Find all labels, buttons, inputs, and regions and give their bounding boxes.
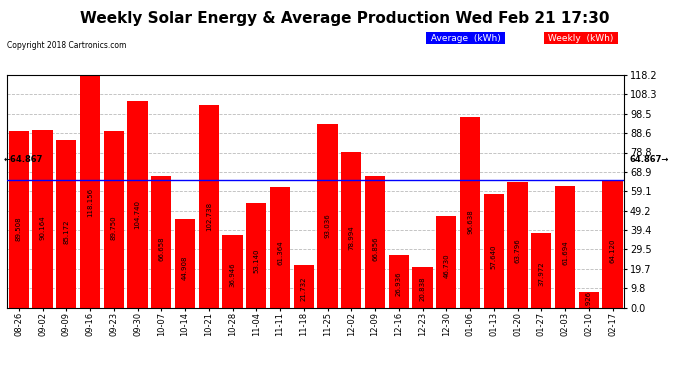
Text: 89.508: 89.508 [16, 216, 22, 241]
Text: 96.638: 96.638 [467, 210, 473, 234]
Bar [413, 267, 433, 308]
Text: 104.740: 104.740 [135, 200, 141, 229]
Bar [317, 124, 337, 308]
Bar [199, 105, 219, 308]
Text: Weekly  (kWh): Weekly (kWh) [545, 34, 616, 43]
Bar [151, 176, 171, 308]
Text: 64.120: 64.120 [609, 238, 615, 263]
Text: ←64.867: ←64.867 [3, 155, 43, 164]
Bar [365, 176, 385, 308]
Bar [531, 233, 551, 308]
Text: 64.867→: 64.867→ [629, 155, 669, 164]
Text: 85.172: 85.172 [63, 220, 69, 245]
Text: 66.856: 66.856 [372, 236, 378, 261]
Text: 37.972: 37.972 [538, 262, 544, 286]
Bar [270, 187, 290, 308]
Text: 20.838: 20.838 [420, 277, 426, 302]
Text: 118.156: 118.156 [87, 188, 93, 218]
Text: Average  (kWh): Average (kWh) [428, 34, 504, 43]
Text: 78.994: 78.994 [348, 225, 354, 250]
Text: 61.364: 61.364 [277, 241, 283, 266]
Text: 26.936: 26.936 [396, 272, 402, 296]
Text: 53.140: 53.140 [253, 248, 259, 273]
Text: 7.926: 7.926 [586, 290, 592, 310]
Text: 89.750: 89.750 [111, 216, 117, 240]
Bar [579, 292, 599, 308]
Bar [56, 140, 77, 308]
Bar [80, 75, 100, 307]
Bar [436, 216, 456, 308]
Bar [294, 265, 314, 308]
Text: 102.738: 102.738 [206, 202, 212, 231]
Text: 57.640: 57.640 [491, 244, 497, 269]
Bar [128, 102, 148, 308]
Text: Copyright 2018 Cartronics.com: Copyright 2018 Cartronics.com [7, 41, 126, 50]
Bar [222, 235, 243, 308]
Text: 36.946: 36.946 [230, 262, 235, 287]
Text: 63.796: 63.796 [515, 238, 520, 263]
Text: 66.658: 66.658 [158, 236, 164, 261]
Bar [460, 117, 480, 308]
Text: 93.036: 93.036 [324, 213, 331, 237]
Text: 44.908: 44.908 [182, 255, 188, 280]
Bar [342, 152, 362, 308]
Text: Weekly Solar Energy & Average Production Wed Feb 21 17:30: Weekly Solar Energy & Average Production… [80, 11, 610, 26]
Bar [104, 131, 124, 308]
Bar [246, 203, 266, 308]
Text: 90.164: 90.164 [39, 215, 46, 240]
Bar [555, 186, 575, 308]
Bar [507, 182, 528, 308]
Bar [9, 131, 29, 308]
Text: 21.732: 21.732 [301, 276, 307, 300]
Bar [388, 255, 409, 308]
Text: 46.730: 46.730 [443, 254, 449, 279]
Bar [32, 130, 52, 308]
Text: 61.694: 61.694 [562, 241, 568, 265]
Bar [175, 219, 195, 308]
Bar [484, 194, 504, 308]
Bar [602, 182, 622, 308]
